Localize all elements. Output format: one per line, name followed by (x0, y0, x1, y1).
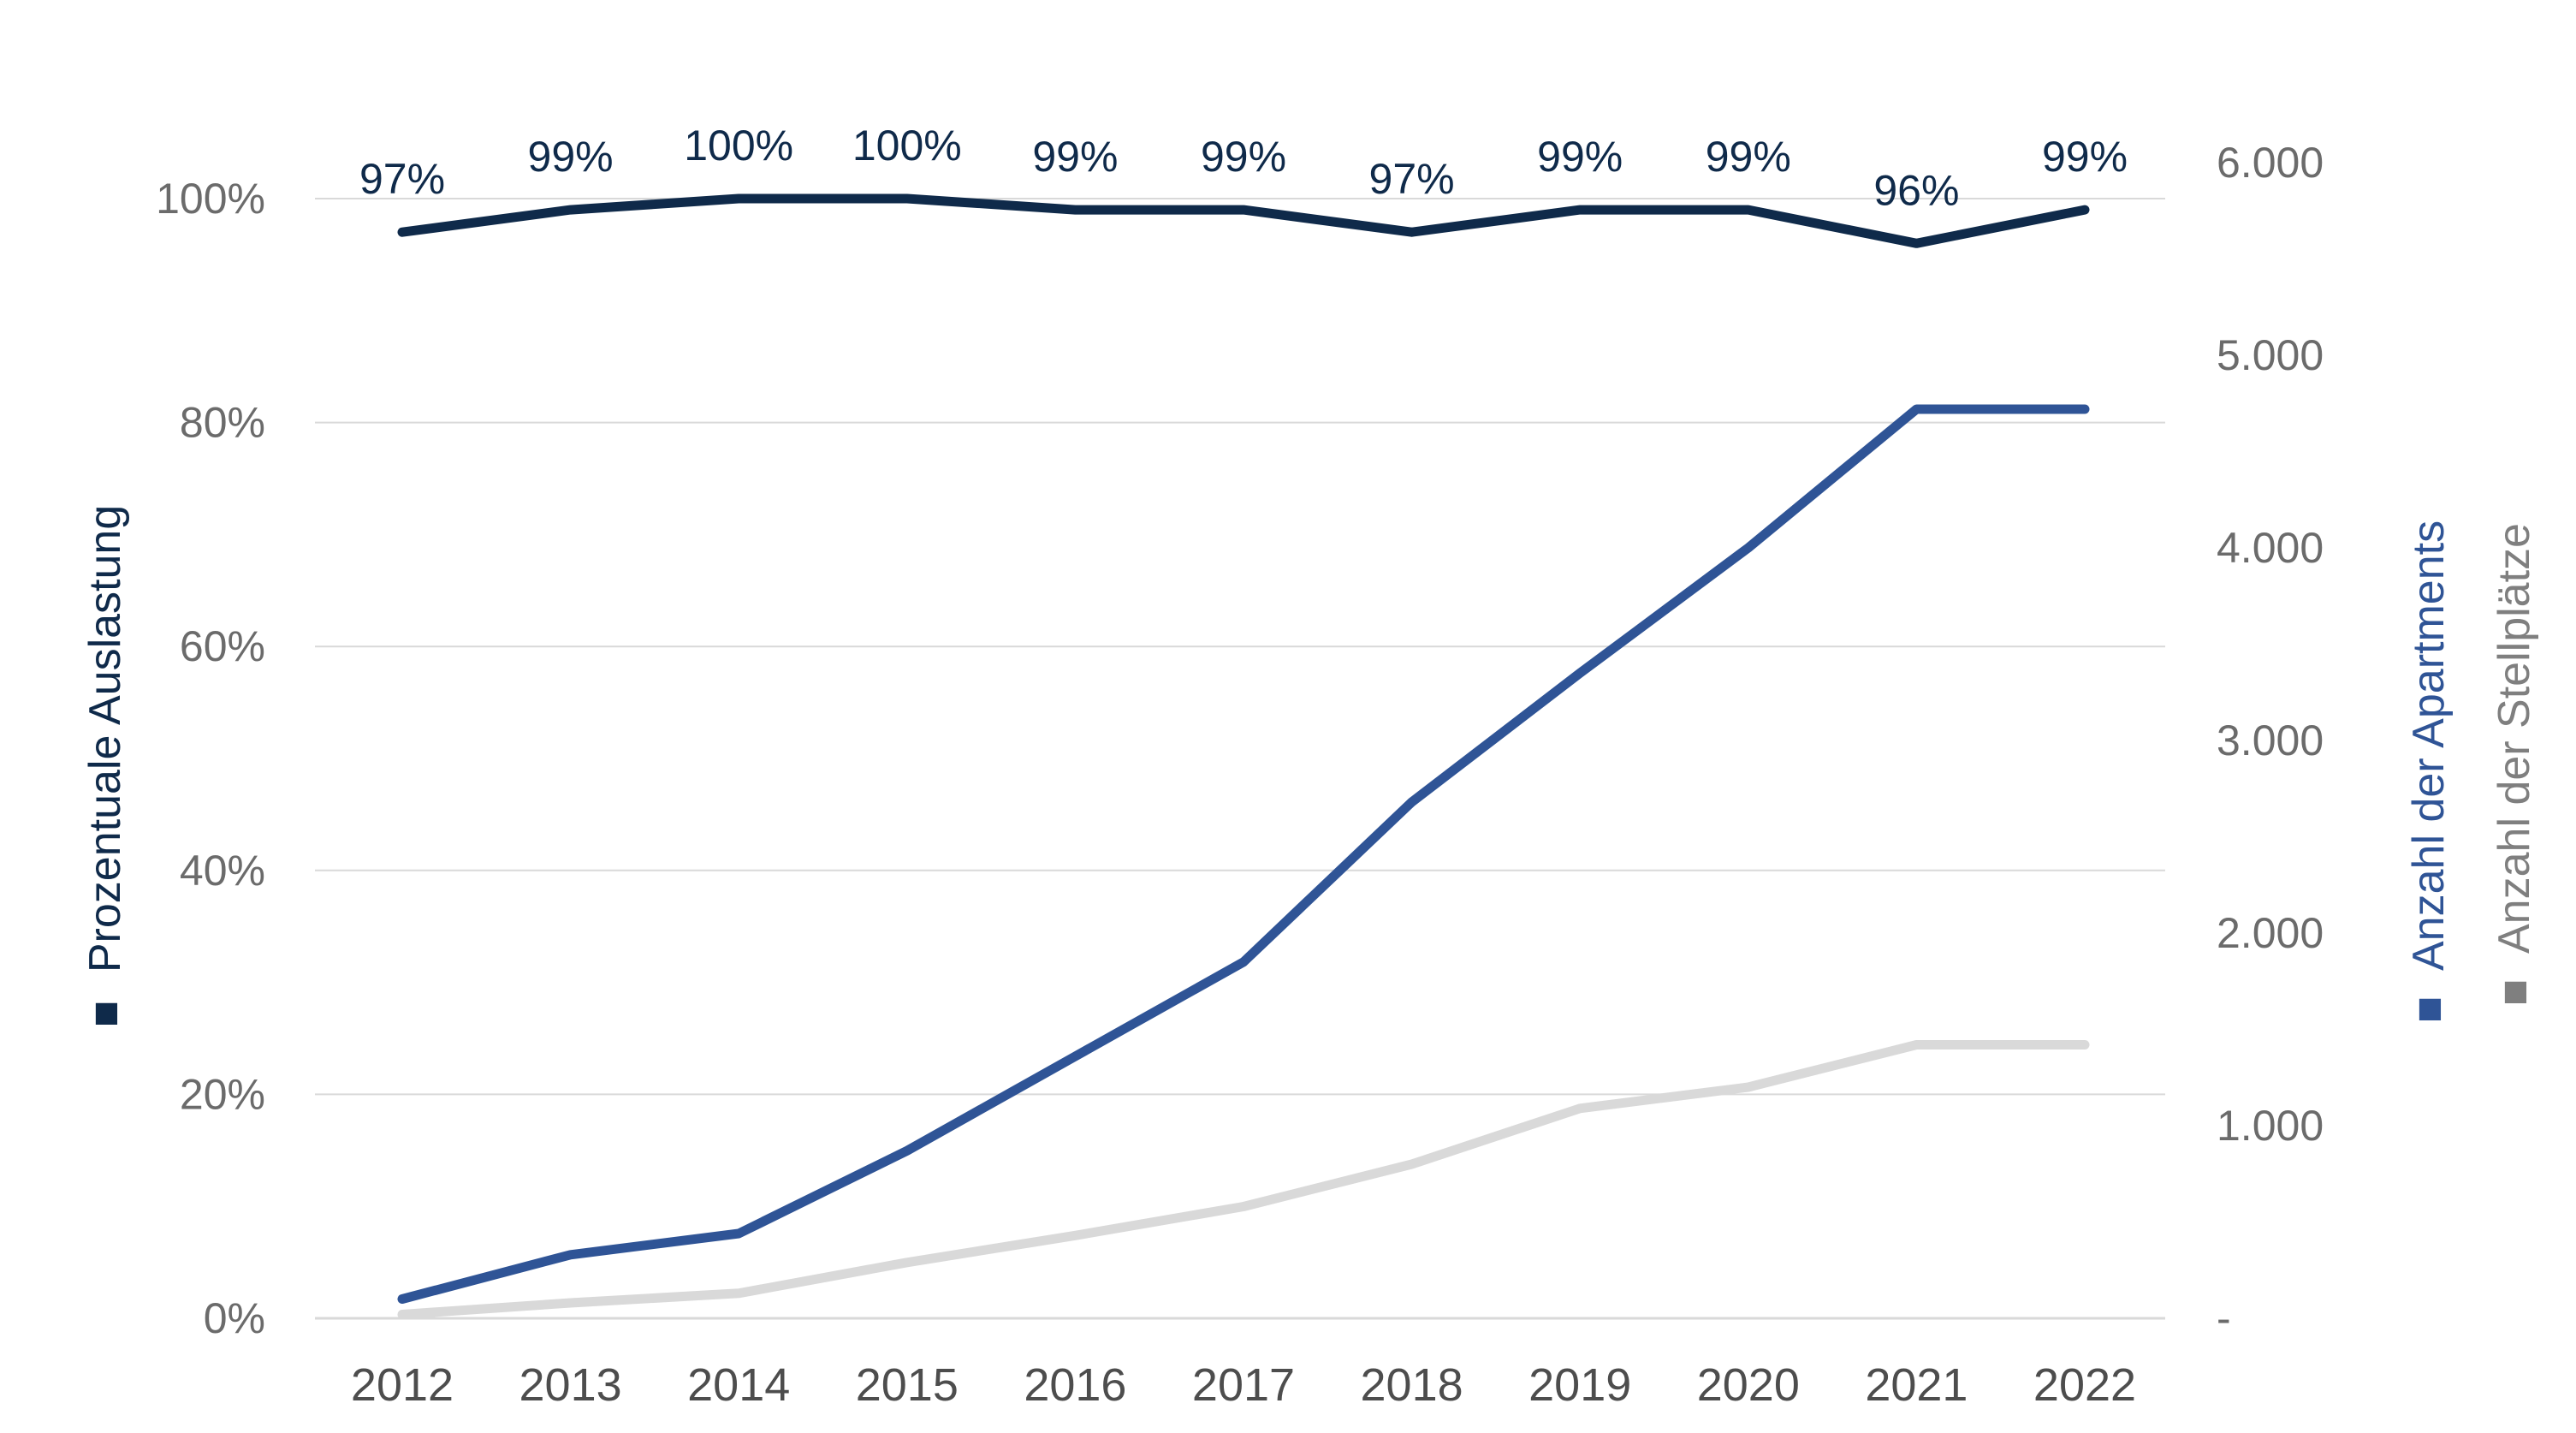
left-tick-label: 20% (180, 1070, 265, 1118)
data-label: 99% (528, 133, 614, 181)
data-label: 100% (852, 122, 962, 169)
x-tick-label: 2017 (1192, 1359, 1295, 1411)
x-tick-label: 2019 (1528, 1359, 1631, 1411)
x-tick-label: 2012 (351, 1359, 454, 1411)
left-tick-label: 60% (180, 622, 265, 670)
right-tick-label: 4.000 (2217, 524, 2324, 572)
series-line-stellplaetze (397, 1040, 2090, 1319)
right-tick-label: 3.000 (2217, 716, 2324, 764)
left-tick-label: 80% (180, 399, 265, 447)
series-line-auslastung (397, 193, 2090, 248)
data-label: 96% (1873, 166, 1959, 214)
right-tick-label: 6.000 (2217, 139, 2324, 187)
stellplaetze-axis-label: Anzahl der Stellplätze (2490, 523, 2539, 954)
x-tick-label: 2021 (1865, 1359, 1968, 1411)
x-tick-label: 2022 (2033, 1359, 2136, 1411)
apartments-axis-label: Anzahl der Apartments (2404, 520, 2454, 971)
right-axis-title-apartments: ■ Anzahl der Apartments (2404, 520, 2454, 1023)
x-axis-ticks: 2012 2013 2014 2015 2016 2017 2018 2019 2020 2021… (351, 1359, 2136, 1411)
gridlines (315, 198, 2165, 1320)
apartments-legend-marker: ■ (2404, 996, 2454, 1023)
left-tick-label: 40% (180, 847, 265, 895)
right-tick-label: 5.000 (2217, 331, 2324, 379)
x-tick-label: 2018 (1361, 1359, 1463, 1411)
data-label: 99% (1537, 133, 1623, 181)
series-line-apartments (397, 404, 2090, 1304)
x-tick-label: 2015 (856, 1359, 959, 1411)
left-axis-title: ■ Prozentuale Auslastung (80, 505, 130, 1027)
data-label: 99% (1706, 133, 1791, 181)
right-axis-title-stellplaetze: ■ Anzahl der Stellplätze (2490, 523, 2539, 1006)
right-tick-label: - (2217, 1294, 2231, 1342)
data-label: 99% (1032, 133, 1118, 181)
right-tick-label: 1.000 (2217, 1102, 2324, 1150)
right-tick-label: 2.000 (2217, 909, 2324, 957)
data-label: 97% (359, 155, 445, 203)
left-tick-label: 100% (156, 175, 265, 223)
left-axis-ticks: 0% 20% 40% 60% 80% 100% (156, 175, 265, 1342)
data-label: 99% (1201, 133, 1286, 181)
right-axis-ticks: - 1.000 2.000 3.000 4.000 5.000 6.000 (2217, 139, 2324, 1342)
data-label: 99% (2042, 133, 2128, 181)
x-tick-label: 2016 (1024, 1359, 1126, 1411)
x-tick-label: 2013 (519, 1359, 622, 1411)
series-lines (397, 193, 2090, 1319)
x-tick-label: 2020 (1697, 1359, 1800, 1411)
left-tick-label: 0% (204, 1294, 265, 1342)
left-axis-label: Prozentuale Auslastung (80, 505, 130, 972)
left-legend-marker: ■ (80, 1001, 130, 1027)
data-labels: 97% 99% 100% 100% 99% 99% 97% 99% 99% 96% 99% (359, 122, 2128, 214)
x-tick-label: 2014 (687, 1359, 790, 1411)
stellplaetze-legend-marker: ■ (2490, 979, 2539, 1006)
data-label: 97% (1369, 155, 1455, 203)
data-label: 100% (684, 122, 793, 169)
